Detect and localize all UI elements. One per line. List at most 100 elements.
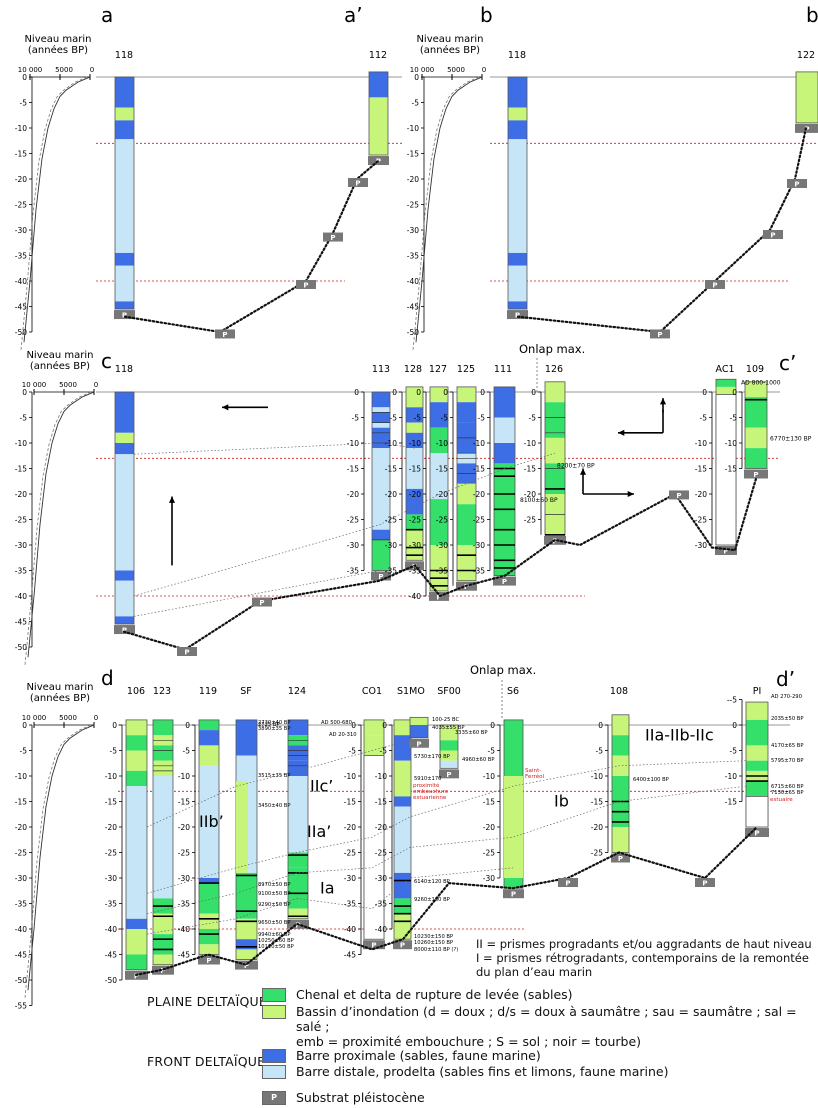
- core-layer: [236, 939, 257, 950]
- pleistocene-label: P: [122, 312, 127, 320]
- core-layer: [410, 725, 428, 738]
- date-label: 9290±50 BP: [258, 902, 291, 908]
- axis-tick-label: -35: [385, 567, 397, 576]
- pleistocene-box: [705, 279, 725, 289]
- axis-tick-label: -15: [409, 465, 421, 474]
- axis-tick-label: -35: [473, 567, 485, 576]
- core-label: 123: [153, 686, 171, 697]
- onlap-label: Onlap max.: [470, 663, 536, 677]
- axis-tick-label: -5: [700, 414, 708, 423]
- core-109: P: [744, 381, 768, 479]
- core-layer: [372, 422, 390, 428]
- pleistocene-surface-a: [123, 160, 380, 334]
- date-label: 6770±130 BP: [770, 435, 812, 442]
- date-label: 10260±150 BP: [414, 940, 453, 946]
- core-label: SF: [240, 686, 252, 697]
- axis-tick-label: -5: [529, 414, 537, 423]
- date-label: 4960±60 BP: [462, 757, 495, 763]
- pleistocene-label: P: [330, 234, 335, 242]
- pleistocene-box: [323, 232, 343, 242]
- core-layer: [115, 301, 134, 310]
- core-123: P: [152, 719, 174, 975]
- pleistocene-box: [558, 878, 578, 887]
- core-layer: [406, 407, 423, 423]
- core-layer: [199, 719, 219, 731]
- axis-tick-label: -10: [344, 772, 356, 781]
- axis-tick-label: -25: [436, 516, 448, 525]
- sea-level-title: Niveau marin: [24, 34, 91, 45]
- core-layer: [406, 432, 423, 449]
- core-layer: [126, 786, 147, 919]
- axis-tick-label: -45: [344, 951, 356, 960]
- axis-tick-label: -10: [436, 439, 448, 448]
- date-label: 9940±60 BP: [258, 932, 291, 938]
- core-layer: [430, 386, 448, 403]
- axis-tick-label: -20: [15, 175, 27, 184]
- core-layer: [115, 432, 134, 443]
- core-outline: [114, 76, 135, 310]
- core-layer: [394, 806, 411, 873]
- core-layer: [612, 755, 629, 776]
- date-label: 3335±60 BP: [455, 730, 488, 736]
- pleistocene-label: P: [676, 492, 681, 500]
- core-ac1-blank: [715, 394, 737, 546]
- core-label: 119: [199, 686, 217, 697]
- depth-axis-106: 0 -5 -10 -15 -20 -25 -30 -35 -40 -45 -50: [105, 721, 123, 985]
- curve-tick-label: 10 000: [410, 66, 435, 74]
- core-outline: [152, 719, 174, 966]
- axis-tick-label: -10: [591, 772, 603, 781]
- core-layer: [612, 776, 629, 802]
- core-layer: [796, 71, 818, 123]
- core-layer: [394, 872, 411, 899]
- axis-tick-label: -20: [591, 823, 603, 832]
- core-layer: [236, 872, 257, 919]
- core-layer: [406, 488, 423, 515]
- pleistocene-label: P: [565, 880, 570, 888]
- core-layer: [430, 499, 448, 545]
- axis-tick-label: -20: [695, 490, 707, 499]
- sea-level-unit: (années BP): [30, 692, 90, 704]
- core-label: 118: [115, 50, 133, 61]
- red-annotation: Saint-: [525, 768, 541, 774]
- axis-tick-label: -20: [375, 823, 387, 832]
- date-label: 9100±50 BP: [258, 891, 291, 897]
- core-layer: [372, 392, 390, 408]
- depth-axis-a: 0 -5 -10 -15 -20 -25 -30 -35 -40 -45 -50: [15, 73, 33, 337]
- core-outline: [368, 71, 389, 156]
- core-layer: [746, 745, 768, 761]
- core-layer: [746, 702, 768, 720]
- axis-tick-label: -5: [20, 747, 28, 756]
- core-label: 108: [610, 686, 628, 697]
- axis-tick-label: -40: [15, 925, 27, 934]
- axis-tick-label: -15: [15, 798, 27, 807]
- sea-level-title: Niveau marin: [416, 34, 483, 45]
- pleistocene-label: P: [464, 583, 469, 591]
- pleistocene-label: P: [502, 578, 507, 586]
- pleistocene-box: [296, 279, 316, 289]
- core-label: 112: [369, 50, 387, 61]
- red-annotation: embouchure: [413, 789, 449, 795]
- core-layer: [236, 719, 257, 756]
- panel-label: d: [101, 666, 114, 690]
- axis-tick-label: -45: [407, 303, 419, 312]
- axis-tick-label: -15: [375, 798, 387, 807]
- sea-level-curve: 10 000 5000 0: [410, 66, 486, 351]
- arrow-head: [618, 429, 625, 436]
- pleistocene-label: P: [416, 740, 421, 748]
- axis-tick-label: -10: [409, 439, 421, 448]
- core-layer: [153, 954, 173, 965]
- axis-tick-label: -25: [695, 516, 707, 525]
- core-layer: [612, 801, 629, 827]
- axis-tick-label: -10: [725, 772, 737, 781]
- core-layer: [115, 454, 134, 571]
- core-outline: [744, 381, 768, 469]
- axis-tick-label: -20: [483, 823, 495, 832]
- red-annotation: Ferréol: [525, 773, 545, 780]
- core-layer: [494, 386, 515, 418]
- axis-tick-label: -30: [695, 541, 707, 550]
- axis-tick-label: -25: [407, 201, 419, 210]
- axis-tick-label: -25: [375, 849, 387, 858]
- core-layer: [288, 745, 308, 761]
- core-layer: [126, 918, 147, 929]
- panel-label-2: b: [806, 3, 818, 27]
